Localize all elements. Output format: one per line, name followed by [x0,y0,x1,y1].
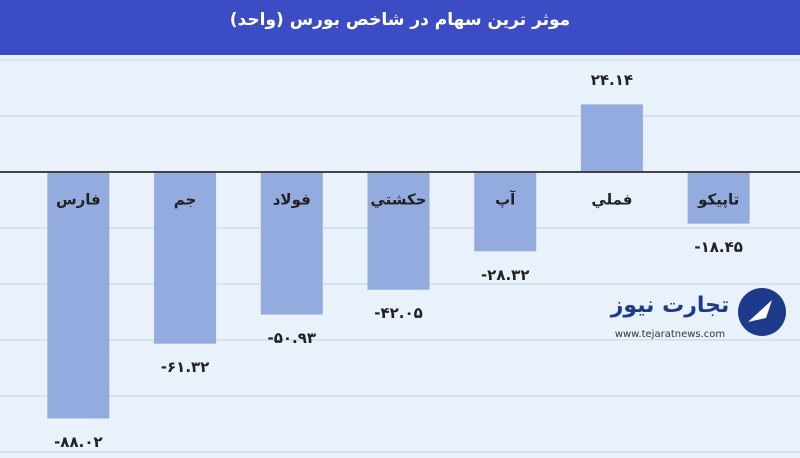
value-label: -۴۲.۰۵ [374,304,423,322]
value-label: -۶۱.۳۲ [161,358,210,376]
category-label: فارس [56,191,101,209]
bar [154,172,217,344]
logo-arrow [748,300,772,322]
logo-url: www.tejaratnews.com [615,329,725,340]
bar [260,172,323,315]
category-label: تاپيكو [697,191,739,210]
chart-title: موثر ترین سهام در شاخص بورس (واحد) [230,10,570,30]
header-bar [0,0,800,55]
value-label: -۸۸.۰۲ [54,433,103,451]
bar [474,172,537,252]
value-label: -۱۸.۴۵ [694,238,743,256]
category-label: فولاد [273,191,311,209]
value-label: ۲۴.۱۴ [591,71,633,89]
category-label: آپ [495,191,516,209]
bar [580,104,643,172]
bar [47,172,110,419]
category-label: فملي [591,191,632,209]
category-label: حکشتي [370,191,426,209]
value-label: -۲۸.۳۲ [481,266,530,284]
bar [367,172,430,290]
value-label: -۵۰.۹۳ [268,329,317,347]
logo-text: تجارت نیوز [610,293,730,318]
logo: تجارت نیوز www.tejaratnews.com [610,288,786,340]
bar [687,172,750,224]
category-label: جم [174,191,197,209]
